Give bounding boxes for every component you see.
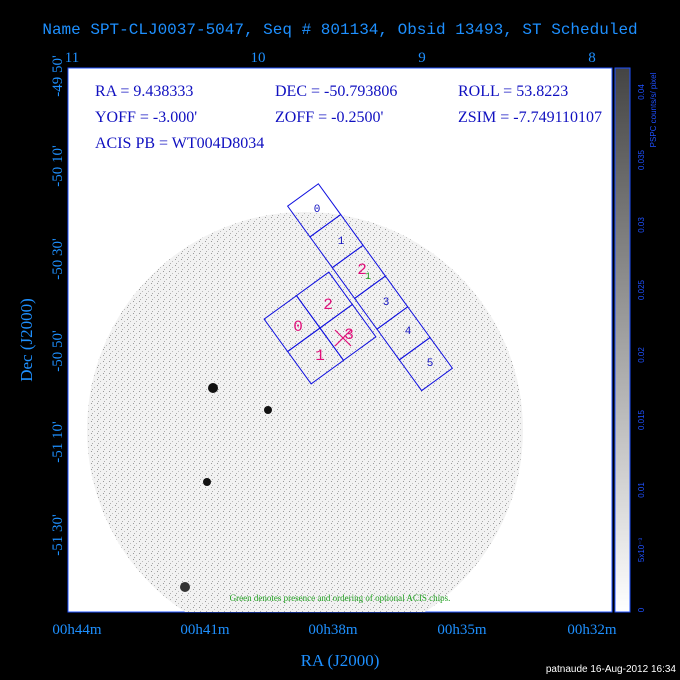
chip-label: 3 (383, 297, 390, 309)
chip-label: 0 (314, 204, 321, 216)
info-text: RA = 9.438333 (95, 83, 193, 100)
tick-label: 11 (65, 50, 79, 66)
colorbar-tick: 0.03 (637, 217, 646, 233)
tick-label: 00h38m (308, 622, 358, 638)
colorbar-tick: 0.025 (637, 279, 646, 300)
acis-s-array (286, 183, 454, 392)
bottom-axis: 00h44m 00h41m 00h38m 00h35m 00h32m RA (J… (52, 622, 617, 670)
colorbar-tick: 0.02 (637, 347, 646, 363)
chip-label: 2 (323, 296, 333, 314)
chip-label: 2 (357, 261, 367, 279)
chip-label: 3 (344, 326, 354, 344)
colorbar-tick: 5x10⁻³ (637, 538, 646, 563)
i-chip-labels: 0 2 1 3 (293, 296, 354, 365)
title: Name SPT-CLJ0037-5047, Seq # 801134, Obs… (42, 21, 637, 39)
colorbar-tick: 0.015 (637, 409, 646, 430)
aimpoint (334, 329, 352, 347)
chip-label: 5 (427, 358, 434, 370)
tick-label: 00h44m (52, 622, 102, 638)
colorbar-tick: 0.035 (637, 149, 646, 170)
colorbar (614, 67, 631, 613)
info-text: ZSIM = -7.749110107 (458, 109, 602, 126)
colorbar-ticks: 0 5x10⁻³ 0.01 0.015 0.02 0.025 0.03 0.03… (637, 72, 658, 612)
tick-label: -50 30' (50, 238, 66, 280)
info: RA = 9.438333 DEC = -50.793806 ROLL = 53… (95, 83, 602, 152)
source (208, 383, 218, 393)
tick-label: 8 (588, 50, 596, 66)
source (203, 478, 211, 486)
info-text: ACIS PB = WT004D8034 (95, 135, 264, 152)
info-text: ZOFF = -0.2500' (275, 109, 383, 126)
source (180, 582, 190, 592)
tick-label: -50 10' (50, 145, 66, 187)
info-text: YOFF = -3.000' (95, 109, 197, 126)
tick-label: -51 10' (50, 421, 66, 463)
info-text: DEC = -50.793806 (275, 83, 397, 100)
pspc-field (87, 212, 523, 612)
tick-label: -49 50' (50, 55, 66, 97)
acis-i-array (263, 271, 377, 385)
chip-label: 0 (293, 318, 303, 336)
colorbar-tick: 0 (637, 607, 646, 612)
tick-label: 00h35m (437, 622, 487, 638)
sky-field (87, 212, 523, 612)
axis-label: Dec (J2000) (17, 298, 36, 382)
axis-label: RA (J2000) (301, 651, 380, 670)
tick-label: 00h41m (180, 622, 230, 638)
colorbar-label: PSPC counts/s/ pixel (649, 72, 658, 147)
colorbar-tick: 0.04 (637, 84, 646, 100)
left-axis: -49 50' -50 10' -50 30' -50 50' -51 10' … (17, 55, 66, 556)
tick-label: -50 50' (50, 330, 66, 372)
s-chip-labels: 0 1 2 3 4 5 1 (314, 204, 434, 370)
optional-chip: 1 (365, 272, 371, 283)
tick-label: 10 (251, 50, 266, 66)
tick-label: 9 (418, 50, 426, 66)
footer: patnaude 16-Aug-2012 16:34 (546, 664, 677, 675)
source (264, 406, 272, 414)
tick-label: 00h32m (567, 622, 617, 638)
chip-label: 1 (315, 347, 325, 365)
note: Green denotes presence and ordering of o… (230, 593, 451, 603)
colorbar-tick: 0.01 (637, 482, 646, 498)
chip-label: 4 (405, 326, 412, 338)
chip-label: 1 (338, 236, 345, 248)
tick-label: -51 30' (50, 514, 66, 556)
info-text: ROLL = 53.8223 (458, 83, 568, 100)
top-axis: 11 10 9 8 (65, 50, 596, 66)
